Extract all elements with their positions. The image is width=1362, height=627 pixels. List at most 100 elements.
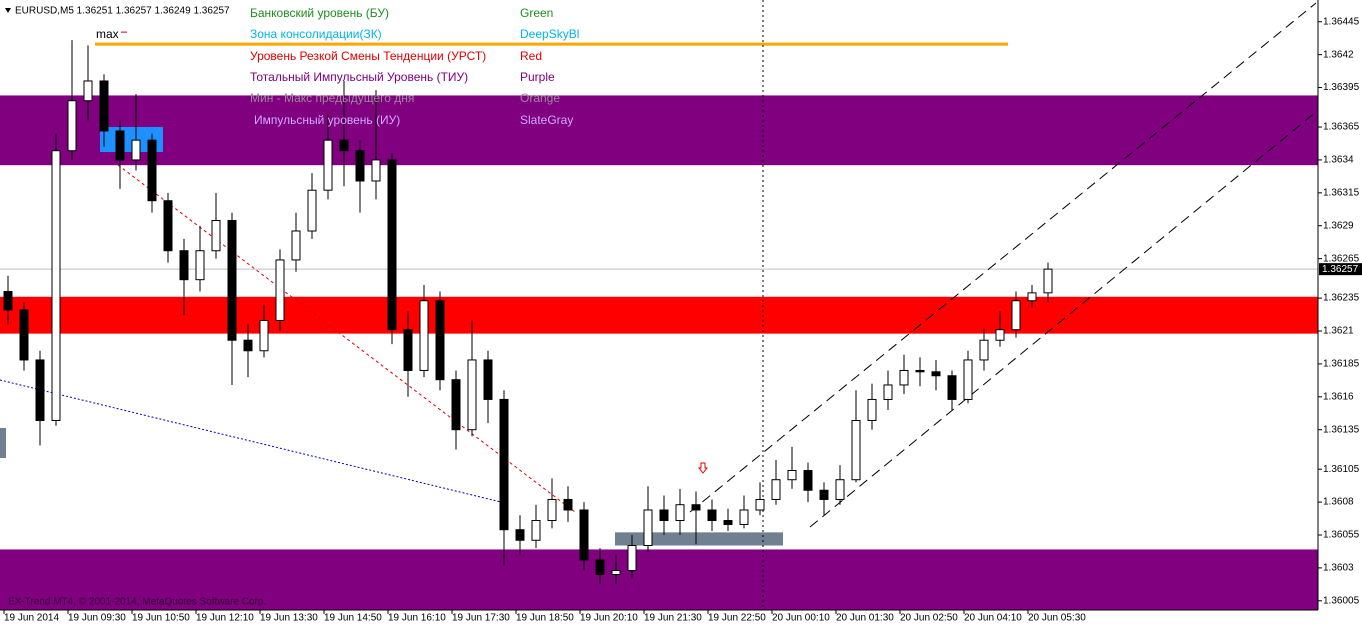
candle-body	[851, 419, 861, 481]
candle-body	[931, 371, 941, 377]
candle-body	[691, 504, 701, 511]
max-label: max	[96, 27, 119, 41]
channel-line	[689, 2, 1317, 513]
channel-line	[809, 111, 1317, 528]
legend-name: Green	[520, 6, 553, 20]
x-tick-label: 19 Jun 20:10	[580, 613, 638, 624]
candle-body	[243, 339, 253, 352]
x-tick-label: 20 Jun 04:10	[964, 613, 1022, 624]
x-tick-label: 20 Jun 01:30	[836, 613, 894, 624]
candle-body	[771, 479, 781, 500]
menu-icon	[5, 8, 11, 13]
candle-body	[595, 559, 605, 575]
candle-body	[67, 100, 77, 152]
y-tick-label: 1.36235	[1323, 293, 1360, 304]
y-tick-label: 1.3634	[1323, 155, 1354, 166]
y-tick-label: 1.36005	[1323, 595, 1360, 606]
candle-body	[723, 520, 733, 525]
x-tick-label: 19 Jun 2014	[4, 613, 59, 624]
candle-body	[307, 189, 317, 232]
zone	[0, 95, 1318, 166]
candle-body	[707, 509, 717, 522]
candle-body	[515, 529, 525, 541]
candle-body	[1011, 300, 1021, 331]
x-tick-label: 19 Jun 21:30	[644, 613, 702, 624]
x-tick-label: 20 Jun 05:30	[1028, 613, 1086, 624]
candle-body	[419, 300, 429, 371]
x-tick-label: 20 Jun 02:50	[900, 613, 958, 624]
legend-label: Импульсный уровень (ИУ)	[254, 113, 400, 127]
y-tick-label: 1.3621	[1323, 326, 1354, 337]
marker	[0, 428, 6, 458]
candle-body	[627, 545, 637, 572]
candle-body	[979, 339, 989, 361]
candle-body	[99, 80, 109, 132]
candle-body	[211, 219, 221, 252]
candle-body	[611, 570, 621, 575]
candle-body	[403, 329, 413, 371]
candle-body	[355, 150, 365, 182]
footer: EX-Trend MT4, © 2001-2014, MetaQuotes So…	[8, 597, 266, 608]
x-tick-label: 19 Jun 12:10	[196, 613, 254, 624]
candle-body	[35, 359, 45, 421]
candle-body	[227, 219, 237, 341]
y-tick-label: 1.36315	[1323, 187, 1360, 198]
candle-body	[883, 384, 893, 400]
x-tick-label: 19 Jun 10:50	[132, 613, 190, 624]
candle-body	[275, 259, 285, 321]
legend-name: Orange	[520, 91, 560, 105]
candle-body	[1027, 292, 1037, 302]
y-tick-label: 1.36105	[1323, 464, 1360, 475]
candle-body	[291, 230, 301, 261]
candle-body	[499, 398, 509, 531]
candle-body	[163, 200, 173, 252]
y-tick-label: 1.36265	[1323, 253, 1360, 264]
candle-body	[195, 250, 205, 281]
x-tick-label: 19 Jun 18:50	[516, 613, 574, 624]
candle-body	[451, 379, 461, 431]
candle-body	[899, 369, 909, 386]
candle-body	[115, 130, 125, 161]
zone	[615, 532, 783, 546]
y-tick-label: 1.3603	[1323, 563, 1354, 574]
candle-body	[83, 80, 93, 102]
candle-body	[755, 498, 765, 511]
last-price-box	[1319, 263, 1362, 276]
legend-label: Мин - Макс предыдущего дня	[250, 91, 414, 105]
legend-label: Уровень Резкой Смены Тенденции (УРСТ)	[250, 49, 486, 63]
candle-body	[259, 319, 269, 352]
candle-body	[339, 139, 349, 152]
legend-name: Purple	[520, 70, 555, 84]
candle-body	[739, 509, 749, 525]
y-tick-label: 1.36055	[1323, 530, 1360, 541]
candle-body	[803, 470, 813, 491]
candle-body	[179, 250, 189, 281]
y-tick-label: 1.36395	[1323, 82, 1360, 93]
legend-label: Банковский уровень (БУ)	[250, 6, 389, 20]
candle-body	[867, 398, 877, 421]
candle-body	[323, 139, 333, 191]
candle-body	[787, 470, 797, 481]
y-tick-label: 1.3616	[1323, 391, 1354, 402]
candle-body	[995, 329, 1005, 341]
arrow-up	[697, 462, 709, 474]
trend-line	[0, 379, 506, 504]
x-tick-label: 19 Jun 13:30	[260, 613, 318, 624]
y-tick-label: 1.36185	[1323, 359, 1360, 370]
legend-label: Тотальный Импульсный Уровень (ТИУ)	[250, 70, 468, 84]
x-tick-label: 19 Jun 22:50	[708, 613, 766, 624]
last-price-label: 1.36257	[1322, 264, 1359, 275]
candle-body	[835, 479, 845, 500]
x-tick-label: 19 Jun 14:50	[324, 613, 382, 624]
candle-body	[963, 359, 973, 400]
candle-body	[387, 159, 397, 331]
legend-name: DeepSkyBl	[520, 27, 579, 41]
candles	[3, 40, 1053, 584]
zone	[0, 296, 1318, 334]
candle-body	[51, 150, 61, 421]
header: EURUSD,M5 1.36251 1.36257 1.36249 1.3625…	[15, 6, 230, 17]
x-tick-label: 19 Jun 17:30	[452, 613, 510, 624]
candle-body	[579, 509, 589, 561]
zones	[0, 31, 1318, 610]
candle-body	[915, 369, 925, 373]
